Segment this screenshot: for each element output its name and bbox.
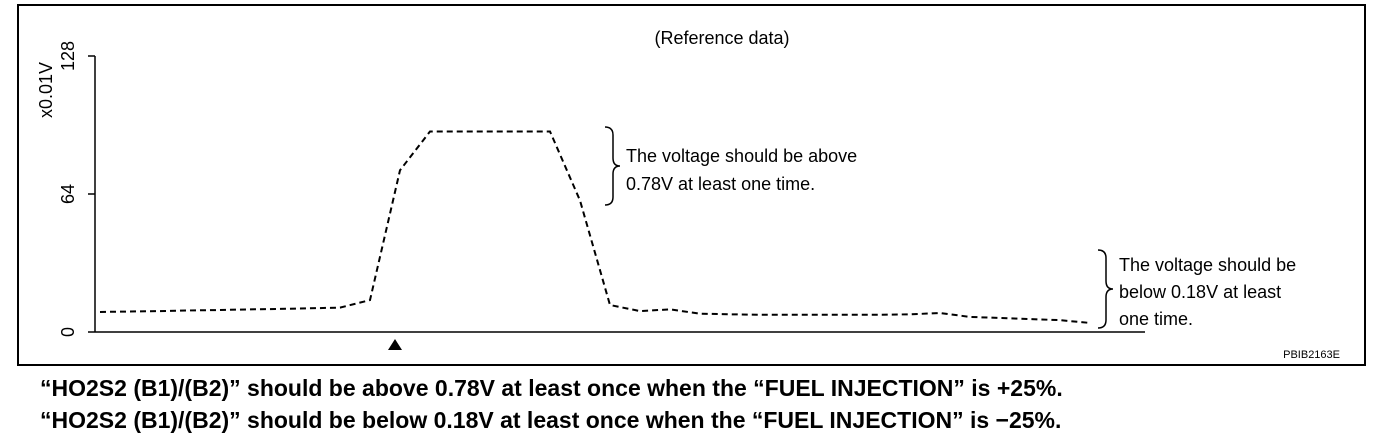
brace xyxy=(604,126,621,206)
annotation: 0.78V at least one time. xyxy=(626,174,815,194)
y-axis-label: x0.01V xyxy=(36,62,56,118)
annotation: one time. xyxy=(1119,309,1193,329)
brace xyxy=(1097,249,1114,329)
annotation: The voltage should be above xyxy=(626,146,857,166)
y-tick-label: 128 xyxy=(58,41,78,71)
caption: “HO2S2 (B1)/(B2)” should be below 0.18V … xyxy=(40,407,1061,433)
y-tick-label: 0 xyxy=(58,327,78,337)
annotation: below 0.18V at least xyxy=(1119,282,1281,302)
data-line xyxy=(99,130,1091,324)
y-tick-label: 64 xyxy=(58,184,78,204)
annotation: The voltage should be xyxy=(1119,255,1296,275)
caption: “HO2S2 (B1)/(B2)” should be above 0.78V … xyxy=(40,375,1063,401)
chart-title: (Reference data) xyxy=(654,28,789,48)
frame xyxy=(17,4,1366,366)
marker-triangle xyxy=(388,339,402,350)
figure-code: PBIB2163E xyxy=(1283,349,1340,361)
